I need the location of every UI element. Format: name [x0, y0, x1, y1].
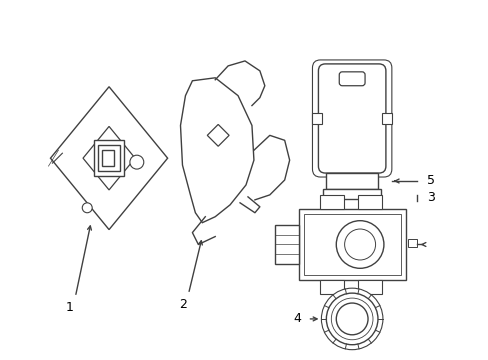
Text: 2: 2 — [179, 297, 187, 311]
Text: 4: 4 — [293, 312, 301, 325]
Text: 3: 3 — [426, 192, 434, 204]
Bar — [381, 113, 391, 125]
Bar — [274, 225, 298, 264]
Bar — [312, 113, 322, 125]
Bar — [303, 214, 400, 275]
Text: 1: 1 — [65, 301, 73, 314]
Circle shape — [336, 303, 367, 335]
FancyBboxPatch shape — [312, 60, 391, 177]
FancyBboxPatch shape — [318, 64, 385, 173]
Circle shape — [321, 288, 382, 350]
Bar — [320, 280, 344, 294]
Polygon shape — [207, 125, 229, 146]
Polygon shape — [83, 126, 135, 190]
Bar — [320, 195, 344, 209]
Bar — [102, 150, 114, 166]
Circle shape — [82, 203, 92, 213]
Bar — [323, 189, 380, 199]
Bar — [325, 173, 377, 189]
Bar — [98, 145, 120, 171]
Text: 5: 5 — [426, 175, 434, 188]
Bar — [407, 239, 416, 247]
Bar — [357, 280, 381, 294]
Circle shape — [336, 221, 383, 268]
Bar — [298, 209, 405, 280]
Circle shape — [344, 229, 375, 260]
Bar — [94, 140, 123, 176]
Polygon shape — [180, 78, 253, 223]
Bar — [357, 195, 381, 209]
Circle shape — [130, 155, 143, 169]
Circle shape — [331, 298, 372, 340]
Polygon shape — [50, 87, 167, 230]
Circle shape — [325, 293, 377, 345]
FancyBboxPatch shape — [339, 72, 365, 86]
